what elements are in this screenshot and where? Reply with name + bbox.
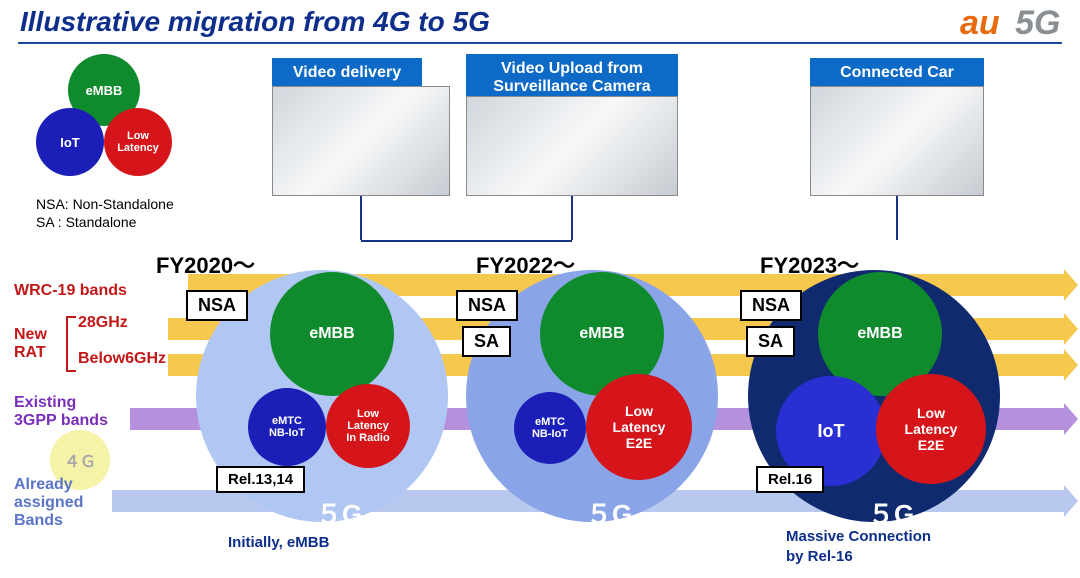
bracket: [66, 316, 76, 372]
legend-sa: SA : Standalone: [36, 214, 136, 230]
side-label: RAT: [14, 344, 46, 362]
caption: Massive Connection: [786, 528, 931, 545]
side-label: Bands: [14, 512, 63, 530]
phase-5g-label: ５G: [316, 494, 362, 531]
phase-badge: SA: [462, 326, 511, 357]
phase-badge: NSA: [456, 290, 518, 321]
phase-badge: NSA: [186, 290, 248, 321]
title-underline: [18, 42, 1062, 44]
side-label: Already: [14, 476, 73, 494]
phase-inner-circle: Low Latency In Radio: [326, 384, 410, 468]
legend-circle: IoT: [36, 108, 104, 176]
phase-badge: Rel.16: [756, 466, 824, 493]
side-label: 28GHz: [78, 314, 128, 332]
caption: by Rel-16: [786, 548, 853, 565]
phase-badge: NSA: [740, 290, 802, 321]
usecase-image: [272, 86, 450, 196]
side-label: 3GPP bands: [14, 412, 108, 430]
phase-5g-label: ５G: [868, 494, 914, 531]
usecase-label: Video Upload from Surveillance Camera: [466, 54, 678, 102]
legend-nsa: NSA: Non-Standalone: [36, 196, 174, 212]
legend-circle: Low Latency: [104, 108, 172, 176]
phase-5g-label: ５G: [586, 494, 632, 531]
phase-badge: Rel.13,14: [216, 466, 305, 493]
phase-badge: SA: [746, 326, 795, 357]
usecase-label: Video delivery: [272, 58, 422, 88]
phase-inner-circle: eMTC NB-IoT: [248, 388, 326, 466]
brand-logo: au 5G: [960, 4, 1061, 43]
usecase-image: [810, 86, 984, 196]
phase-inner-circle: eMBB: [270, 272, 394, 396]
connector-line: [571, 196, 573, 240]
fy-label: FY2020～: [156, 248, 255, 280]
side-label: Existing: [14, 394, 76, 412]
usecase-label: Connected Car: [810, 58, 984, 88]
phase-inner-circle: Low Latency E2E: [586, 374, 692, 480]
phase-inner-circle: Low Latency E2E: [876, 374, 986, 484]
side-label: New: [14, 326, 47, 344]
logo-5g: 5G: [1015, 4, 1060, 42]
side-label: assigned: [14, 494, 83, 512]
connector-line: [896, 196, 898, 240]
usecase-image: [466, 96, 678, 196]
side-label: Below6GHz: [78, 350, 166, 368]
caption: Initially, eMBB: [228, 534, 329, 551]
connector-line: [360, 196, 362, 240]
slide-title: Illustrative migration from 4G to 5G: [20, 6, 490, 38]
connector-horizontal: [361, 240, 572, 242]
side-label: WRC-19 bands: [14, 282, 127, 300]
phase-inner-circle: eMTC NB-IoT: [514, 392, 586, 464]
logo-au: au: [960, 4, 1000, 42]
